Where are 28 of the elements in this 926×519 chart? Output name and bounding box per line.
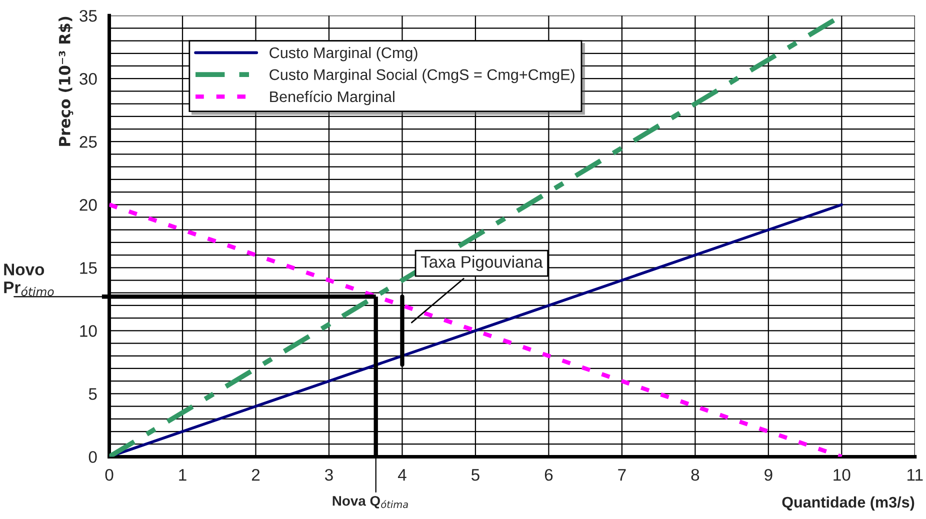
x-tick-label: 11 (908, 469, 923, 481)
y-tick-label: 15 (80, 262, 97, 274)
x-tick-label: 5 (471, 469, 480, 481)
y-axis-title: Preço (10⁻³ R$) (58, 16, 74, 146)
legend-label: Custo Marginal Social (CmgS = Cmg+CmgE) (270, 68, 574, 84)
y-tick-label: 35 (80, 10, 97, 22)
x-tick-label: 7 (618, 469, 626, 481)
x-tick-label: 9 (764, 468, 772, 481)
ref-line-label: Nova Q$_{ótima}$ (332, 496, 408, 508)
y-tick-label: 25 (80, 136, 97, 148)
x-tick-label: 1 (179, 469, 186, 481)
ref-line-label: Novo Pr$_{ótimo}$ (4, 264, 54, 296)
legend-label: Custo Marginal (Cmg) (270, 46, 418, 62)
x-axis-title: Quantidade (m3/s) (782, 496, 914, 511)
y-tick-label: 5 (88, 388, 97, 400)
x-tick-label: 8 (691, 468, 700, 481)
y-tick-label: 30 (80, 72, 97, 85)
y-tick-label: 20 (80, 199, 97, 211)
x-tick-label: 0 (105, 468, 114, 481)
x-tick-label: 2 (252, 468, 260, 481)
annotation: Taxa Pigouviana (420, 256, 543, 272)
x-tick-label: 4 (398, 469, 406, 481)
y-tick-label: 10 (80, 325, 97, 337)
x-tick-label: 10 (834, 468, 850, 481)
y-tick-label: 0 (88, 451, 97, 463)
legend-label: Benefício Marginal (270, 90, 394, 106)
x-tick-label: 3 (324, 468, 333, 481)
x-tick-label: 6 (544, 468, 553, 481)
